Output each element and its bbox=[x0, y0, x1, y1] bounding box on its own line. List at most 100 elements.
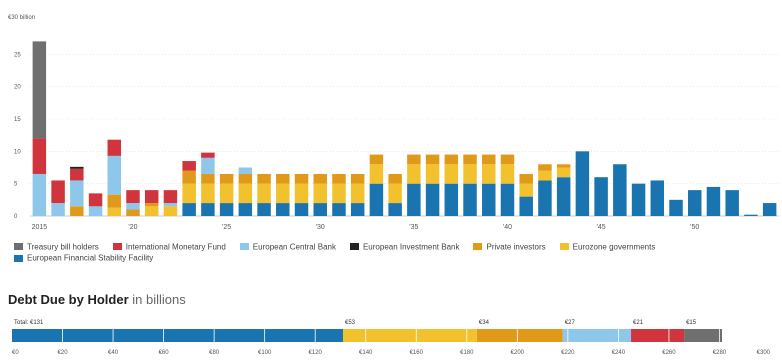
bar-segment bbox=[706, 186, 721, 216]
x-tick-label: '45 bbox=[597, 224, 606, 231]
bar-segment bbox=[294, 183, 309, 204]
bar-segment bbox=[669, 199, 683, 216]
bar-segment bbox=[388, 173, 402, 184]
y-tick-label: 10 bbox=[14, 149, 21, 155]
x-tick-label: '20 bbox=[128, 224, 137, 231]
bar-segment bbox=[388, 203, 402, 216]
bar-segment bbox=[556, 167, 571, 178]
bar-segment bbox=[126, 190, 140, 204]
bar-segment bbox=[463, 154, 477, 165]
legend-label: European Investment Bank bbox=[362, 242, 460, 252]
holder-segment bbox=[12, 329, 343, 342]
bar-segment bbox=[257, 183, 271, 204]
bar-segment bbox=[238, 203, 253, 216]
bar-segment bbox=[369, 164, 384, 184]
bar-segment bbox=[556, 177, 571, 216]
bar-segment bbox=[332, 183, 346, 204]
bar-segment bbox=[276, 203, 290, 216]
bar-segment bbox=[407, 183, 421, 216]
holder-tick-label: €240 bbox=[612, 350, 626, 356]
bar-segment bbox=[238, 183, 253, 204]
bar-segment bbox=[425, 164, 440, 184]
bar-segment bbox=[631, 183, 646, 216]
legend-swatch bbox=[473, 243, 483, 251]
bar-segment bbox=[70, 180, 84, 207]
bar-segment bbox=[51, 203, 65, 216]
x-tick-label: '40 bbox=[503, 224, 512, 231]
x-tick-label: '35 bbox=[409, 224, 418, 231]
holder-segment bbox=[342, 329, 477, 342]
bar-segment bbox=[144, 203, 159, 207]
holder-chart-title-bold: Debt Due by Holder bbox=[8, 292, 129, 307]
bar-segment bbox=[144, 190, 159, 204]
holder-tick-label: €220 bbox=[561, 350, 575, 356]
bar-segment bbox=[276, 173, 290, 184]
bar-segment bbox=[500, 164, 515, 184]
y-tick-label: 20 bbox=[14, 85, 21, 91]
holder-tick-label: €260 bbox=[662, 350, 676, 356]
bar-segment bbox=[650, 180, 665, 216]
bar-segment bbox=[107, 194, 122, 208]
legend-swatch bbox=[14, 243, 23, 251]
holder-tick-label: €0 bbox=[12, 350, 19, 356]
bar-segment bbox=[32, 173, 47, 216]
holder-segment bbox=[562, 329, 632, 342]
holder-segment bbox=[631, 329, 685, 342]
y-tick-label: 0 bbox=[14, 214, 18, 220]
holder-tick-label: €20 bbox=[58, 350, 69, 356]
legend-label: Eurozone governments bbox=[572, 242, 656, 252]
bar-segment bbox=[350, 173, 365, 184]
holder-segment-label: €53 bbox=[345, 320, 356, 326]
x-tick-label: 2015 bbox=[32, 224, 48, 231]
bar-segment bbox=[182, 183, 196, 204]
legend-item: European Financial Stability Facility bbox=[14, 252, 153, 263]
maturity-profile-chart: €30 billion 0 5 10 15 20 25 2015 '20 '25 '30 '35 '40… bbox=[8, 15, 779, 231]
bar-segment bbox=[70, 166, 84, 169]
holder-chart-title: Debt Due by Holder in billions bbox=[8, 292, 186, 307]
bar-segment bbox=[107, 207, 122, 216]
bar-segment bbox=[238, 173, 253, 184]
legend-swatch bbox=[349, 243, 359, 251]
bar-segment bbox=[238, 167, 253, 174]
bar-segment bbox=[538, 170, 552, 181]
bar-segment bbox=[762, 203, 777, 216]
holder-tick-label: €300 bbox=[757, 350, 771, 356]
legend-swatch bbox=[559, 243, 569, 251]
bar-segment bbox=[687, 190, 702, 216]
holder-tick-label: €160 bbox=[410, 350, 424, 356]
bar-segment bbox=[182, 161, 196, 171]
bar-segment bbox=[294, 203, 309, 216]
bar-segment bbox=[32, 41, 47, 139]
bar-segment bbox=[257, 173, 271, 184]
legend-label: Treasury bill holders bbox=[27, 242, 99, 252]
bar-segment bbox=[444, 154, 459, 165]
bar-segment bbox=[163, 206, 178, 216]
bar-segment bbox=[70, 168, 84, 181]
bar-segment bbox=[70, 206, 84, 216]
bar-segment bbox=[538, 164, 552, 171]
legend-swatch bbox=[239, 243, 249, 251]
bar-segment bbox=[276, 183, 290, 204]
legend: Treasury bill holders International Monet… bbox=[14, 241, 774, 264]
legend-item: International Monetary Fund bbox=[112, 241, 226, 252]
bar-segment bbox=[332, 203, 346, 216]
legend-item: European Investment Bank bbox=[349, 241, 460, 252]
holder-segment-label: €34 bbox=[479, 320, 490, 326]
x-tick-label: '50 bbox=[690, 224, 699, 231]
bar-segment bbox=[313, 183, 327, 204]
bar-segment bbox=[163, 190, 178, 204]
bar-segment bbox=[519, 173, 533, 184]
bar-segment bbox=[201, 173, 215, 184]
bar-segment bbox=[369, 154, 384, 165]
bar-segment bbox=[594, 177, 608, 216]
bar-segment bbox=[425, 183, 440, 216]
x-tick-label: '25 bbox=[222, 224, 231, 231]
legend-item: Eurozone governments bbox=[559, 241, 656, 252]
legend-swatch bbox=[112, 243, 122, 251]
bar-segment bbox=[725, 190, 739, 216]
legend-item: Treasury bill holders bbox=[14, 241, 99, 252]
bar-segment bbox=[313, 203, 327, 216]
bar-segment bbox=[201, 203, 215, 216]
y-unit-label: €30 billion bbox=[8, 15, 35, 21]
bar-segment bbox=[463, 183, 477, 216]
